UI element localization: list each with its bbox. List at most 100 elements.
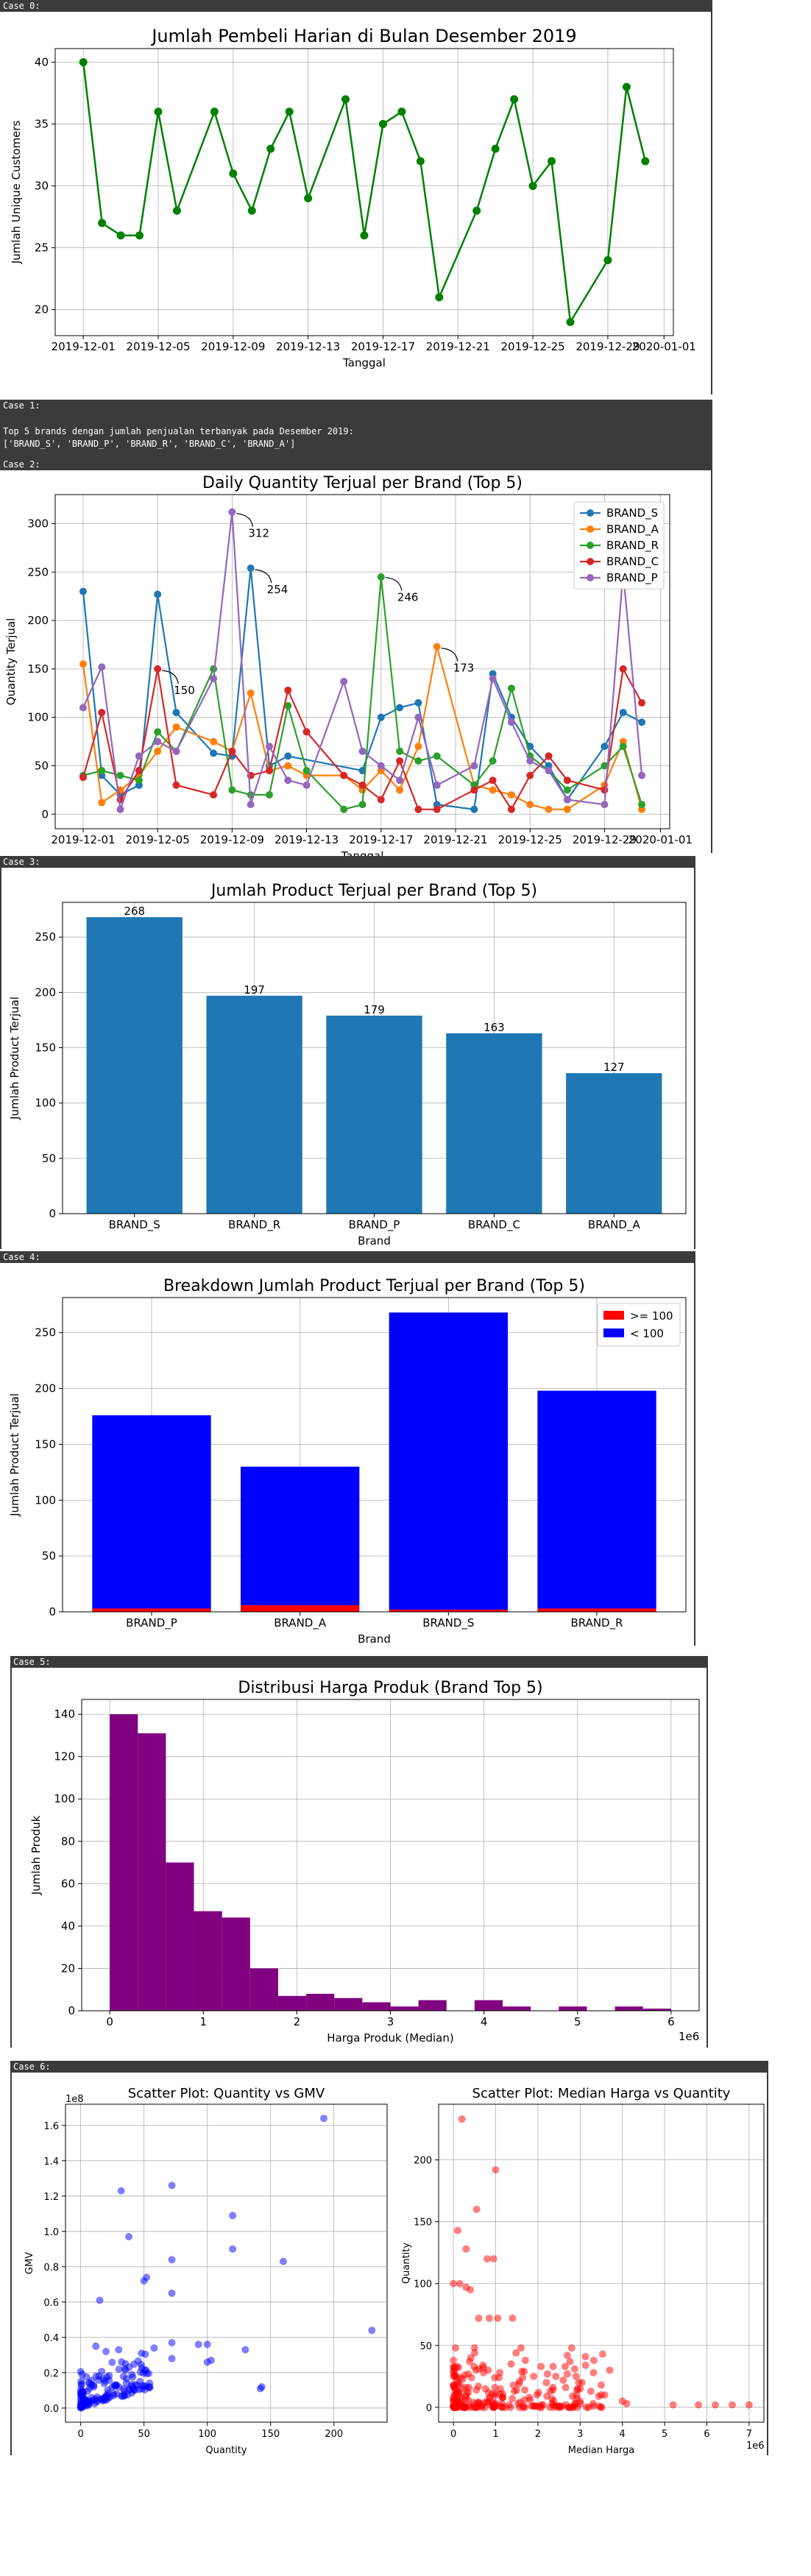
series-point-brand_c — [79, 774, 87, 782]
customers-point — [435, 293, 444, 302]
y-tick-label: 0 — [426, 2403, 432, 2414]
stacked-bar-brand_r — [537, 1608, 656, 1612]
scatter-point — [520, 2402, 528, 2410]
x-tick-label: 2 — [294, 2015, 301, 2028]
scatter-point — [110, 2391, 118, 2399]
scatter-point — [125, 2233, 133, 2240]
y-tick-label: 100 — [35, 1097, 56, 1110]
series-point-brand_a — [247, 689, 255, 697]
case-3-label: Case 3: — [0, 856, 695, 868]
scatter-point — [623, 2399, 631, 2407]
x-tick-label: BRAND_P — [126, 1616, 177, 1630]
scatter-point — [279, 2257, 287, 2265]
scatter-point — [576, 2399, 584, 2407]
series-point-brand_p — [563, 796, 571, 804]
scatter-point — [515, 2379, 523, 2388]
scatter-point — [533, 2391, 541, 2399]
histogram-bar — [503, 2006, 531, 2011]
legend-marker — [587, 526, 594, 533]
series-point-brand_r — [154, 728, 162, 736]
chart-title: Jumlah Product Terjual per Brand (Top 5) — [210, 882, 537, 900]
y-tick-label: 0.0 — [43, 2404, 59, 2415]
scatter-point — [465, 2383, 473, 2391]
scatter-point — [669, 2401, 677, 2409]
series-point-brand_p — [247, 801, 255, 809]
customers-point — [210, 107, 219, 116]
y-tick-label: 0.2 — [43, 2368, 59, 2379]
customers-point — [566, 318, 575, 327]
scatter-point — [573, 2391, 581, 2399]
x-tick-label: 2019-12-05 — [126, 833, 190, 846]
y-tick-label: 250 — [35, 1326, 56, 1340]
y-tick-label: 0 — [68, 2004, 75, 2017]
scatter-point — [589, 2368, 598, 2377]
scatter-point — [526, 2396, 534, 2404]
scatter-point — [570, 2365, 578, 2373]
y-tick-label: 150 — [35, 1041, 56, 1055]
annotation-label: 150 — [174, 684, 195, 697]
bar-brand_a — [566, 1073, 662, 1214]
series-point-brand_s — [638, 718, 646, 726]
chart-title: Jumlah Pembeli Harian di Bulan Desember … — [150, 26, 576, 46]
legend-marker — [587, 574, 594, 581]
scatter-point — [458, 2115, 466, 2123]
scatter-point — [530, 2372, 538, 2380]
x-tick-label: 4 — [620, 2429, 626, 2440]
series-point-brand_r — [135, 776, 143, 785]
scatter-point — [111, 2382, 119, 2390]
series-point-brand_c — [358, 781, 366, 789]
series-point-brand_c — [563, 776, 571, 785]
chart-title: Scatter Plot: Median Harga vs Quantity — [472, 2086, 731, 2101]
series-point-brand_p — [284, 776, 292, 785]
scatter-point — [597, 2381, 605, 2389]
series-point-brand_p — [396, 776, 404, 785]
x-tick-label: 2019-12-01 — [51, 833, 115, 846]
series-point-brand_c — [135, 767, 143, 775]
histogram-bar — [306, 1993, 335, 2011]
scatter-point — [537, 2363, 545, 2371]
chart-title: Scatter Plot: Quantity vs GMV — [128, 2086, 325, 2101]
series-point-brand_p — [210, 675, 218, 683]
scatter-point — [88, 2377, 96, 2385]
series-line-brand_r — [82, 576, 643, 810]
series-point-brand_a — [172, 723, 180, 731]
scatter-point — [115, 2366, 123, 2374]
customers-point — [154, 107, 163, 116]
series-point-brand_p — [526, 757, 534, 765]
plot-frame — [54, 494, 670, 829]
y-tick-label: 1.0 — [43, 2227, 59, 2238]
series-point-brand_a — [489, 786, 497, 794]
scatter-point — [587, 2387, 595, 2395]
plot-frame — [438, 2103, 765, 2423]
series-point-brand_p — [340, 677, 348, 685]
x-tick-label: 6 — [667, 2015, 675, 2028]
y-tick-label: 1.6 — [43, 2121, 59, 2132]
x-tick-label: 2020-01-01 — [632, 340, 696, 353]
x-tick-label: 200 — [325, 2429, 343, 2440]
x-tick-label: 2019-12-21 — [426, 340, 490, 353]
annotation-label: 312 — [248, 527, 269, 540]
series-point-brand_r — [396, 747, 404, 755]
y-axis-label: Jumlah Unique Customers — [10, 121, 23, 265]
series-point-brand_r — [414, 757, 422, 765]
series-point-brand_p — [489, 675, 497, 683]
scatter-point — [168, 2339, 176, 2346]
annotation-label: 254 — [267, 583, 288, 596]
legend-label: BRAND_A — [606, 523, 659, 537]
bar-brand_s — [86, 917, 183, 1214]
series-point-brand_p — [507, 718, 515, 726]
series-point-brand_r — [433, 752, 441, 760]
y-tick-label: 20 — [35, 303, 49, 316]
legend-swatch — [603, 1328, 624, 1337]
scatter-point — [229, 2245, 237, 2253]
case-1-label: Case 1: — [0, 400, 712, 411]
x-tick-label: 6 — [704, 2429, 709, 2440]
scatter-point — [506, 2403, 514, 2411]
case-1-output-line-2: ['BRAND_S', 'BRAND_P', 'BRAND_R', 'BRAND… — [3, 439, 296, 449]
scatter-point — [475, 2382, 483, 2391]
series-point-brand_s — [284, 752, 292, 760]
series-point-brand_p — [172, 747, 180, 755]
scatter-point — [452, 2395, 460, 2403]
series-point-brand_c — [619, 665, 627, 673]
x-tick-label: 5 — [662, 2429, 667, 2440]
